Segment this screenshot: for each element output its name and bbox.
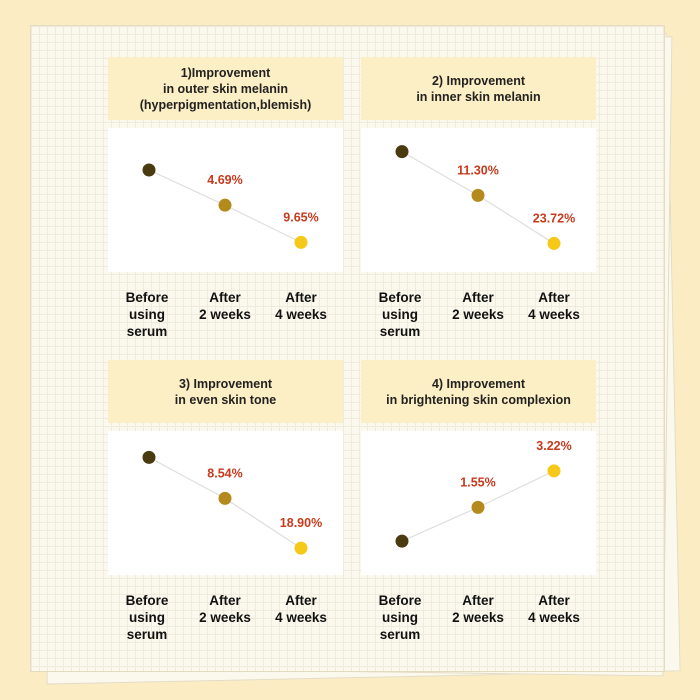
chart-title: 2) Improvement in inner skin melanin bbox=[361, 57, 596, 120]
x-tick-label: After 4 weeks bbox=[275, 290, 327, 322]
data-point bbox=[395, 534, 409, 548]
data-point bbox=[142, 163, 156, 177]
x-tick-label: After 2 weeks bbox=[452, 593, 504, 625]
value-label: 23.72% bbox=[533, 211, 575, 225]
x-tick-label: After 2 weeks bbox=[199, 290, 251, 322]
value-label: 4.69% bbox=[207, 173, 242, 187]
chart-title: 1)Improvement in outer skin melanin (hyp… bbox=[108, 57, 343, 120]
value-label: 11.30% bbox=[457, 163, 499, 177]
x-tick-label: After 2 weeks bbox=[452, 290, 504, 322]
x-tick-label: After 2 weeks bbox=[199, 593, 251, 625]
data-point bbox=[471, 500, 485, 514]
data-point bbox=[547, 236, 561, 250]
x-tick-label: Before using serum bbox=[378, 290, 422, 339]
x-tick-label: After 4 weeks bbox=[528, 290, 580, 322]
data-point bbox=[471, 188, 485, 202]
data-point bbox=[395, 145, 409, 159]
value-label: 9.65% bbox=[283, 210, 318, 224]
data-point bbox=[142, 450, 156, 464]
x-tick-label: Before using serum bbox=[125, 290, 169, 339]
x-tick-label: After 4 weeks bbox=[528, 593, 580, 625]
chart-title: 3) Improvement in even skin tone bbox=[108, 360, 343, 423]
x-tick-label: Before using serum bbox=[125, 593, 169, 642]
data-point bbox=[218, 491, 232, 505]
x-tick-label: After 4 weeks bbox=[275, 593, 327, 625]
value-label: 8.54% bbox=[207, 466, 242, 480]
data-point bbox=[294, 541, 308, 555]
x-tick-label: Before using serum bbox=[378, 593, 422, 642]
data-point bbox=[547, 464, 561, 478]
data-point bbox=[294, 235, 308, 249]
chart-title: 4) Improvement in brightening skin compl… bbox=[361, 360, 596, 423]
value-label: 18.90% bbox=[280, 516, 322, 530]
data-point bbox=[218, 198, 232, 212]
value-label: 3.22% bbox=[536, 439, 571, 453]
value-label: 1.55% bbox=[460, 475, 495, 489]
